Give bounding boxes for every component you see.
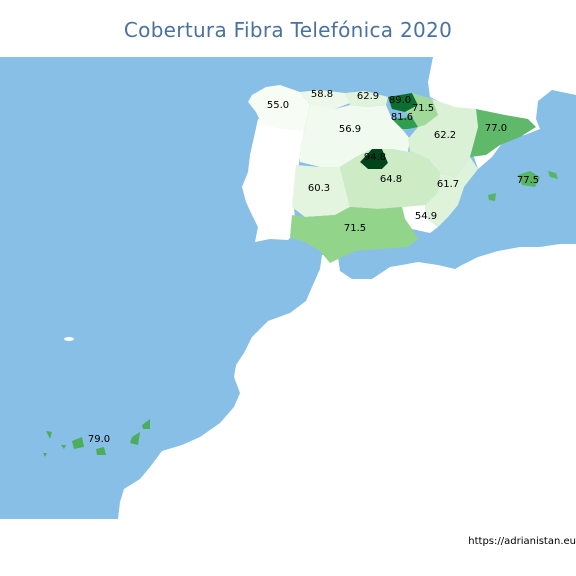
label-andalucia: 71.5 (344, 223, 366, 234)
region-andalucia (290, 207, 418, 263)
label-galicia: 55.0 (267, 100, 289, 111)
region-castilla-la-mancha (340, 149, 440, 209)
region-murcia (402, 205, 438, 233)
label-asturias: 58.8 (311, 89, 333, 100)
choropleth-map: 55.0 58.8 62.9 89.0 71.5 81.6 56.9 62.2 … (0, 57, 576, 519)
france-land (428, 57, 576, 169)
label-cantabria: 62.9 (357, 91, 379, 102)
region-asturias (300, 90, 350, 109)
label-cataluna: 77.0 (485, 123, 507, 134)
region-canarias (43, 419, 150, 457)
label-valencia: 61.7 (437, 179, 459, 190)
label-pais-vasco: 89.0 (389, 95, 411, 106)
label-extremadura: 60.3 (308, 183, 330, 194)
region-baleares (488, 171, 558, 201)
region-cataluna (470, 109, 536, 157)
region-castilla-leon (300, 105, 410, 167)
source-credit: https://adrianistan.eu (468, 536, 576, 547)
region-aragon (408, 99, 478, 177)
label-baleares: 77.5 (517, 175, 539, 186)
region-pais-vasco (388, 93, 418, 112)
region-extremadura (292, 165, 350, 217)
label-la-rioja: 81.6 (391, 112, 413, 123)
label-castilla-la-mancha: 64.8 (380, 174, 402, 185)
portugal-land (242, 119, 304, 242)
region-labels: 55.0 58.8 62.9 89.0 71.5 81.6 56.9 62.2 … (88, 89, 539, 445)
label-navarra: 71.5 (412, 103, 434, 114)
africa-land (118, 244, 576, 519)
label-murcia: 54.9 (415, 211, 437, 222)
region-valencia (425, 157, 478, 227)
region-navarra (405, 93, 438, 127)
region-galicia (248, 85, 310, 131)
map-title: Cobertura Fibra Telefónica 2020 (123, 18, 453, 42)
region-madrid (360, 149, 388, 169)
label-aragon: 62.2 (434, 130, 456, 141)
islet (64, 337, 74, 341)
region-la-rioja (392, 117, 418, 129)
region-cantabria (345, 91, 388, 107)
label-castilla-leon: 56.9 (339, 124, 361, 135)
label-canarias: 79.0 (88, 434, 110, 445)
label-madrid: 94.8 (364, 152, 386, 163)
